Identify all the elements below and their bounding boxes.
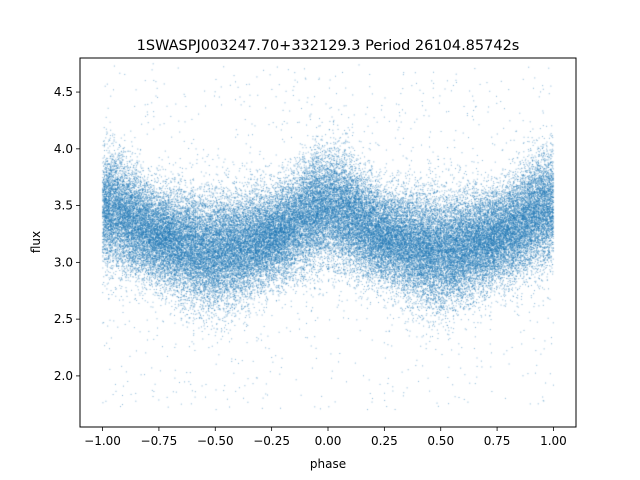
y-tick-label: 3.0	[54, 255, 73, 269]
chart-title: 1SWASPJ003247.70+332129.3 Period 26104.8…	[137, 38, 520, 54]
y-tick-label: 3.5	[54, 199, 73, 213]
y-tick-label: 4.5	[54, 85, 73, 99]
y-tick-label: 2.5	[54, 312, 73, 326]
y-axis: 2.0 2.5 3.0 3.5 4.0 4.5	[54, 85, 80, 383]
x-axis-label: phase	[310, 457, 346, 471]
x-axis: −1.00 −0.75 −0.50 −0.25 0.00 0.25 0.50 0.75 1.00	[84, 427, 567, 448]
plot-area	[80, 58, 576, 427]
x-tick-label: −0.50	[197, 434, 234, 448]
x-tick-label: −1.00	[84, 434, 121, 448]
x-tick-label: 1.00	[540, 434, 567, 448]
y-tick-label: 2.0	[54, 369, 73, 383]
x-tick-label: 0.75	[484, 434, 511, 448]
y-axis-label: flux	[29, 231, 43, 253]
x-tick-label: 0.00	[315, 434, 342, 448]
x-tick-label: 0.25	[371, 434, 398, 448]
x-tick-label: 0.50	[427, 434, 454, 448]
x-tick-label: −0.75	[141, 434, 178, 448]
x-tick-label: −0.25	[253, 434, 290, 448]
scatter-points	[80, 58, 576, 427]
y-tick-label: 4.0	[54, 142, 73, 156]
